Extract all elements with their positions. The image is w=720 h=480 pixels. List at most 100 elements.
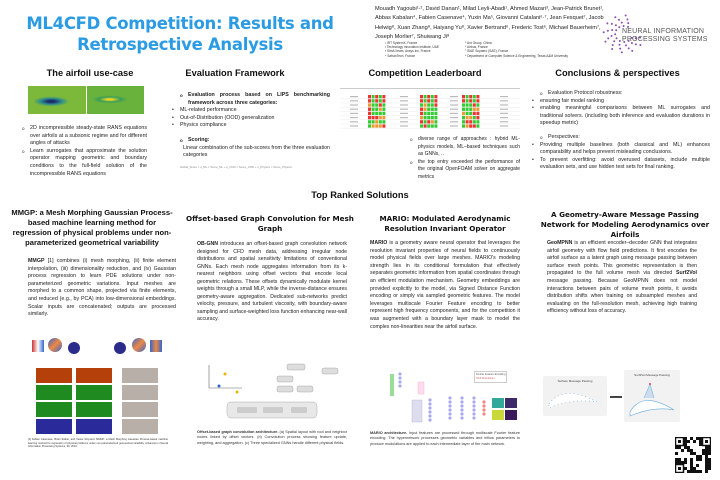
cell-text — [500, 108, 508, 110]
network-node — [428, 398, 432, 402]
logo-dot — [614, 16, 617, 19]
velocity-field-image — [86, 86, 144, 114]
logo-dot — [624, 44, 627, 47]
score-cell — [427, 95, 431, 99]
qr-module — [696, 470, 699, 473]
qr-code[interactable] — [675, 437, 711, 473]
network-node — [448, 400, 452, 404]
score-cell — [423, 95, 427, 99]
field-plot — [36, 402, 72, 417]
score-cell — [430, 124, 434, 128]
network-node — [428, 414, 432, 418]
score-cell — [430, 99, 434, 103]
qr-module — [678, 458, 681, 461]
score-cell — [465, 116, 469, 120]
network-node — [428, 418, 432, 422]
qr-module — [690, 458, 693, 461]
qr-module — [693, 452, 696, 455]
caption-lead: MARIO architecture. — [370, 431, 408, 435]
qr-finder-center — [705, 440, 708, 443]
score-cell — [382, 124, 386, 128]
qr-module — [705, 452, 708, 455]
logo-dot — [627, 22, 630, 25]
mmgp-lead: MMGP — [28, 258, 45, 264]
perspectives-label: Perspectives: — [540, 134, 710, 142]
mmgp-figure: [1] Fabien Casenave, Brian Staber, and X… — [28, 332, 168, 452]
logo-dot — [602, 31, 605, 34]
qr-module — [690, 452, 693, 455]
evaluation-intro: Evaluation process based on LIPS benchma… — [180, 92, 330, 107]
score-cell — [434, 95, 438, 99]
logo-dot — [634, 37, 637, 40]
score-cell — [462, 103, 465, 107]
score-cell — [434, 124, 438, 128]
morphed-shape — [132, 338, 146, 352]
cell-text — [350, 125, 358, 127]
score-cell — [371, 95, 375, 99]
affiliation: ³ SimAI team, Ansys Inc, France — [385, 49, 431, 54]
score-cell — [375, 120, 379, 124]
mmgp-text: MMGP [1] combines (i) mesh morphing, (ii… — [28, 258, 176, 319]
legend-entry: Shift Modulation — [476, 377, 495, 380]
score-cell — [378, 99, 382, 103]
cell-text — [350, 112, 358, 114]
network-node — [482, 412, 486, 416]
geompnn-text: GeoMPNN is an efficient encoder–decoder … — [547, 240, 697, 316]
figure-label: Surface Message Passing — [557, 379, 593, 383]
score-cell — [465, 124, 469, 128]
score-cell — [430, 103, 434, 107]
score-cell — [462, 99, 465, 103]
network-node — [460, 412, 464, 416]
qr-module — [687, 449, 690, 452]
network-node — [472, 404, 476, 408]
network-node — [448, 412, 452, 416]
legend-entry: Fourier Feature Encoding — [476, 373, 506, 376]
score-cell — [378, 107, 382, 111]
qr-module — [687, 470, 690, 473]
cell-text — [400, 112, 408, 114]
score-cell — [469, 99, 473, 103]
logo-dot — [619, 47, 622, 50]
score-cell — [378, 111, 382, 116]
score-cell — [469, 107, 473, 111]
logo-dot — [611, 48, 614, 51]
score-cell — [472, 124, 476, 128]
network-node — [472, 416, 476, 420]
qr-module — [705, 458, 708, 461]
mario-lead: MARIO — [370, 240, 388, 246]
score-cell — [462, 111, 465, 116]
neurips-dots-icon — [602, 14, 642, 54]
score-cell — [382, 95, 386, 99]
cell-text — [450, 108, 458, 110]
logo-dot — [607, 37, 610, 40]
qr-module — [690, 449, 693, 452]
score-cell — [371, 103, 375, 107]
qr-finder-center — [678, 467, 681, 470]
qr-module — [708, 467, 711, 470]
score-cell — [371, 124, 375, 128]
score-cell — [375, 124, 379, 128]
field-plot — [122, 419, 158, 434]
logo-dot — [618, 40, 621, 43]
network-node — [398, 384, 402, 388]
logo-dot — [623, 40, 626, 43]
score-cell — [430, 111, 434, 116]
score-cell — [434, 107, 438, 111]
mesh-shape — [32, 340, 44, 352]
mario-figure: Fourier Feature Encoding Shift Modulatio… — [370, 370, 520, 425]
score-cell — [434, 120, 438, 124]
logo-dot — [614, 33, 617, 36]
score-cell — [472, 116, 476, 120]
qr-module — [699, 470, 702, 473]
score-cell — [420, 111, 423, 116]
network-node — [398, 372, 402, 376]
scoring-text: Linear combination of the sub-scores fro… — [183, 144, 330, 159]
logo-text: NEURAL INFORMATION PROCESSING SYSTEMS — [622, 28, 708, 43]
score-cell — [378, 120, 382, 124]
logo-dot — [606, 29, 609, 32]
score-cell — [465, 103, 469, 107]
logo-dot — [631, 49, 634, 52]
qr-module — [696, 437, 699, 440]
score-cell — [476, 120, 480, 124]
score-cell — [469, 103, 473, 107]
